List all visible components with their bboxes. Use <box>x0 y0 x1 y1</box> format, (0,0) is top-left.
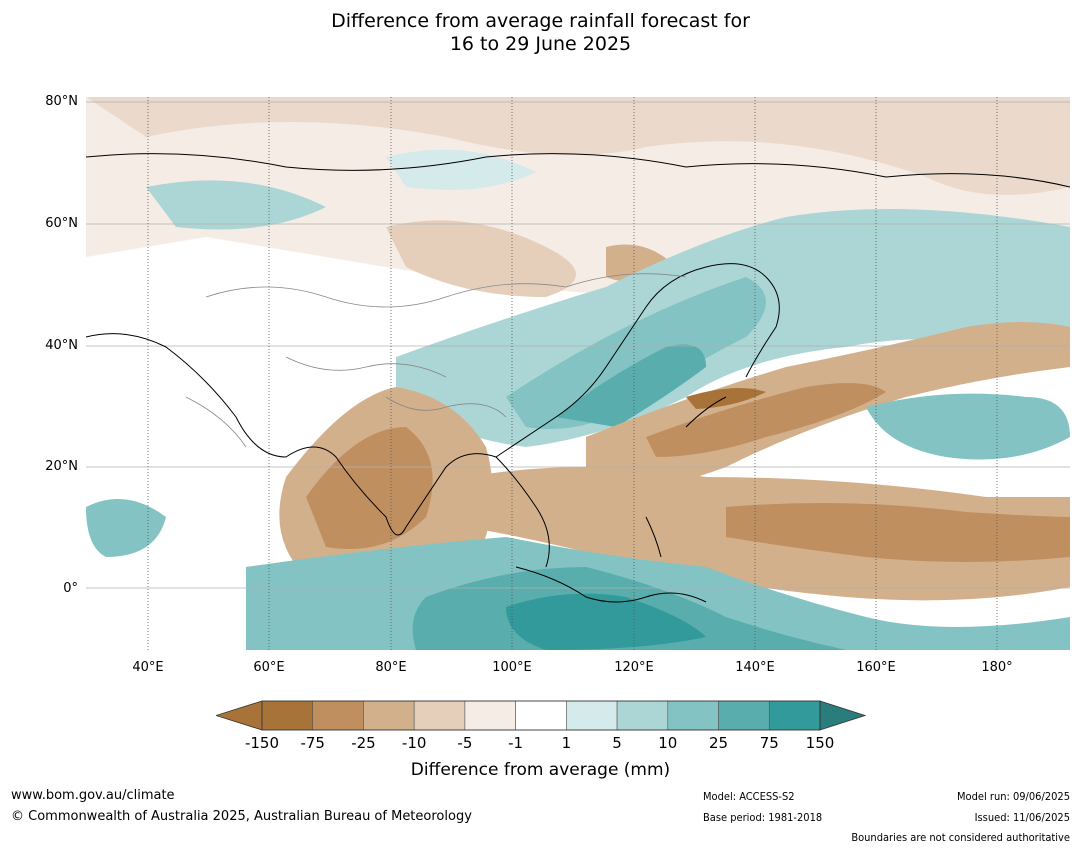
rainfall-anomaly-map <box>86 97 1070 650</box>
colorbar-tick-label: 25 <box>708 734 729 752</box>
colorbar-cell <box>312 700 364 731</box>
colorbar-cell <box>768 700 821 731</box>
website-link[interactable]: www.bom.gov.au/climate <box>11 788 175 803</box>
colorbar-tick-label: 10 <box>658 734 678 752</box>
lon-label-100e: 100°E <box>492 660 532 675</box>
disclaimer-text: Boundaries are not considered authoritat… <box>851 831 1070 844</box>
map-canvas <box>86 97 1070 650</box>
colorbar-cell <box>363 700 415 731</box>
colorbar-tick-label: -5 <box>457 734 473 752</box>
colorbar-ticks: -150 -75 -25 -10 -5 -1 1 5 10 25 75 150 <box>0 734 1081 754</box>
lon-label-40e: 40°E <box>132 660 164 675</box>
lat-label-0: 0° <box>63 581 78 596</box>
lon-label-160e: 160°E <box>856 660 896 675</box>
lat-label-60n: 60°N <box>45 216 78 231</box>
model-text: Model: ACCESS-S2 <box>703 790 795 803</box>
lon-label-180: 180° <box>981 660 1013 675</box>
colorbar-cell <box>413 700 466 731</box>
colorbar-label: Difference from average (mm) <box>410 760 671 780</box>
colorbar-cells <box>261 700 821 731</box>
lon-label-120e: 120°E <box>614 660 654 675</box>
colorbar-tick-label: -25 <box>351 734 376 752</box>
colorbar-tick-label: -10 <box>401 734 427 752</box>
colorbar-tick-label: -1 <box>508 734 524 752</box>
colorbar-cell <box>667 700 719 731</box>
title-line-1: Difference from average rainfall forecas… <box>331 10 750 32</box>
colorbar-cell <box>616 700 669 731</box>
colorbar-tick-label: -75 <box>300 734 325 752</box>
colorbar-tick-label: -150 <box>244 734 280 752</box>
model-run-text: Model run: 09/06/2025 <box>957 790 1070 803</box>
lat-label-40n: 40°N <box>45 338 78 353</box>
base-period-text: Base period: 1981-2018 <box>703 811 823 824</box>
colorbar-under-arrow <box>216 700 263 731</box>
colorbar-cell <box>515 700 567 731</box>
lon-label-60e: 60°E <box>253 660 285 675</box>
issued-text: Issued: 11/06/2025 <box>974 811 1070 824</box>
colorbar-tick-label: 150 <box>805 734 835 752</box>
map-title: Difference from average rainfall forecas… <box>0 10 1081 56</box>
colorbar-tick-label: 75 <box>759 734 779 752</box>
lat-label-20n: 20°N <box>45 459 78 474</box>
lon-label-80e: 80°E <box>375 660 407 675</box>
colorbar-cell <box>718 700 770 731</box>
colorbar-cell <box>464 700 516 731</box>
lon-label-140e: 140°E <box>735 660 775 675</box>
colorbar-tick-label: 5 <box>612 734 622 752</box>
title-line-2: 16 to 29 June 2025 <box>449 33 632 55</box>
colorbar-tick-label: 1 <box>561 734 572 752</box>
lat-label-80n: 80°N <box>45 94 78 109</box>
colorbar-cell <box>566 700 618 731</box>
colorbar-cell <box>261 700 314 731</box>
copyright-text: © Commonwealth of Australia 2025, Austra… <box>11 809 472 824</box>
colorbar <box>216 700 866 731</box>
colorbar-over-arrow <box>819 700 866 731</box>
